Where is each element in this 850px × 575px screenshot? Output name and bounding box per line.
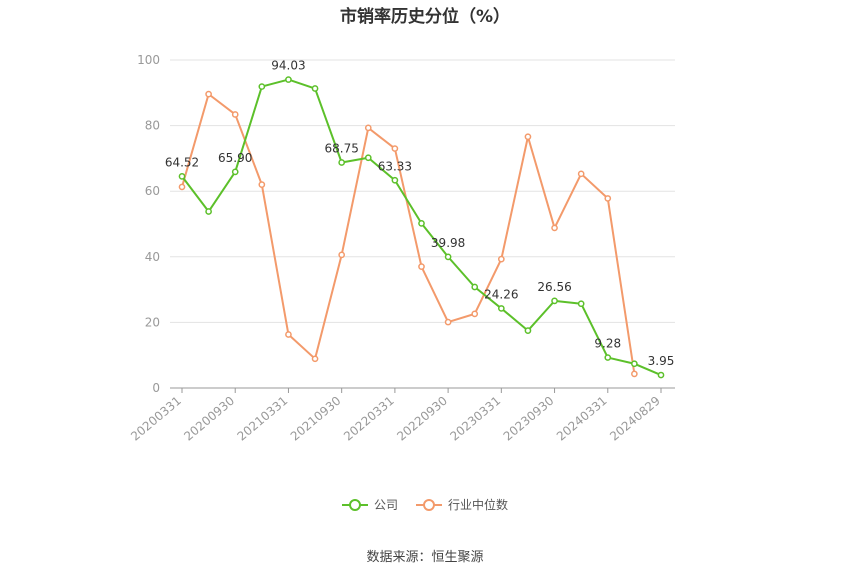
data-label: 94.03 — [271, 59, 305, 73]
data-point — [551, 297, 558, 305]
data-point — [391, 145, 399, 152]
x-tick-label: 20230331 — [447, 394, 503, 444]
data-point — [657, 371, 665, 379]
data-point — [631, 360, 638, 368]
data-point — [338, 159, 346, 166]
source-note: 数据来源：恒生聚源 — [366, 550, 484, 565]
data-label: 65.90 — [218, 151, 252, 165]
legend-marker-icon — [416, 498, 442, 512]
data-point — [178, 173, 186, 180]
legend-label: 行业中位数 — [448, 498, 509, 512]
data-point — [205, 208, 212, 215]
legend-item[interactable]: 公司 — [341, 496, 398, 513]
data-point — [524, 133, 532, 141]
y-tick-label: 40 — [145, 250, 160, 264]
data-point — [178, 183, 186, 191]
series-lines — [178, 76, 665, 379]
data-point — [311, 85, 319, 92]
x-tick-label: 20220331 — [341, 394, 397, 444]
data-point — [231, 168, 239, 176]
data-point — [524, 327, 532, 334]
data-point — [364, 154, 372, 162]
x-tick-label: 20200331 — [128, 394, 184, 444]
data-label: 26.56 — [537, 280, 571, 294]
legend-marker-icon — [341, 498, 368, 512]
data-point — [418, 263, 425, 270]
legend: 公司 行业中位数 — [0, 496, 850, 513]
data-point — [285, 76, 292, 83]
data-label: 24.26 — [484, 287, 518, 301]
data-point — [631, 370, 638, 378]
data-label: 9.28 — [594, 337, 621, 351]
x-tick-label: 20240829 — [607, 394, 663, 444]
x-tick-label: 20230930 — [501, 394, 557, 444]
y-tick-label: 100 — [137, 53, 160, 67]
data-point — [444, 253, 452, 261]
data-point — [391, 176, 399, 184]
data-point — [471, 283, 479, 291]
data-point — [231, 111, 239, 118]
data-point — [285, 331, 292, 338]
y-tick-label: 60 — [145, 184, 160, 198]
chart-title: 市销率历史分位（%） — [339, 7, 511, 27]
y-tick-label: 80 — [145, 119, 160, 133]
x-tick-label: 20210930 — [288, 394, 344, 444]
data-labels: 64.52 65.90 94.03 68.75 63.33 39.98 24.26 26.56… — [165, 59, 675, 368]
x-tick-label: 20200930 — [181, 394, 237, 444]
x-tick-label: 20210331 — [235, 394, 291, 444]
data-point — [444, 318, 452, 326]
data-point — [258, 83, 266, 90]
data-point — [311, 355, 319, 363]
data-label: 68.75 — [324, 142, 358, 156]
data-label: 63.33 — [378, 159, 412, 173]
data-point — [364, 124, 372, 132]
legend-item[interactable]: 行业中位数 — [416, 496, 508, 513]
y-tick-label: 20 — [145, 315, 160, 329]
legend-label: 公司 — [373, 498, 398, 512]
series-line — [181, 78, 662, 376]
data-point — [258, 181, 266, 188]
data-point — [497, 305, 505, 312]
data-point — [604, 195, 612, 202]
data-point — [497, 255, 505, 263]
data-point — [205, 90, 212, 98]
data-point — [338, 251, 346, 259]
data-point — [471, 310, 479, 318]
data-label: 64.52 — [165, 155, 199, 169]
data-label: 39.98 — [431, 236, 465, 250]
data-label: 3.95 — [648, 354, 675, 368]
data-point — [551, 224, 558, 232]
y-tick-label: 0 — [152, 381, 160, 395]
data-point — [604, 354, 612, 361]
x-tick-label: 20220930 — [394, 394, 450, 444]
data-point — [577, 170, 585, 178]
x-tick-label: 20240331 — [554, 394, 610, 444]
data-point — [577, 300, 585, 308]
axes: 0 20 40 60 80 100 2020033120200930202103312021… — [128, 53, 675, 444]
data-point — [418, 219, 425, 227]
series-line — [181, 93, 636, 375]
